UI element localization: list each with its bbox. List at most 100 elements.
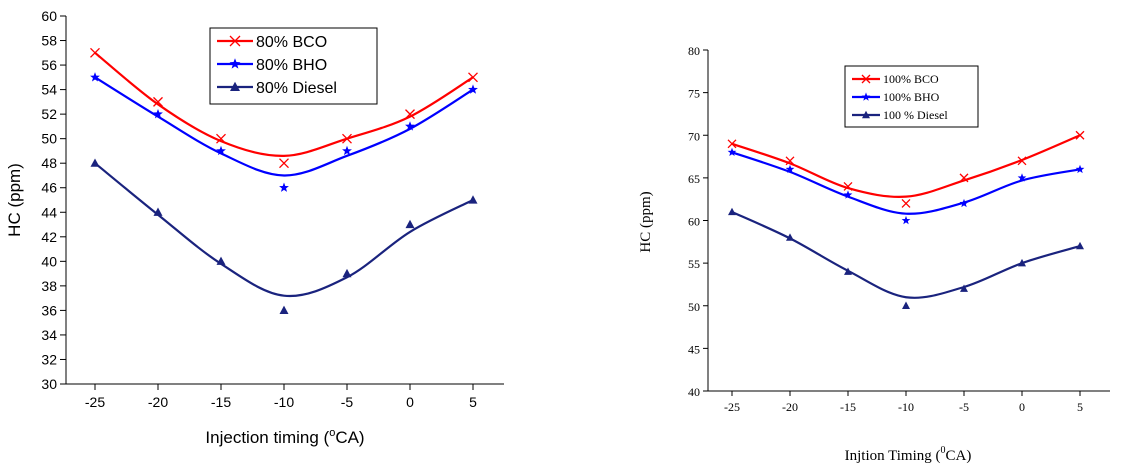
x-tick-label: -20 bbox=[148, 394, 168, 410]
x-axis-label-main: Injtion Timing ( bbox=[845, 448, 941, 464]
y-tick-label: 54 bbox=[41, 82, 57, 98]
data-point bbox=[90, 158, 100, 167]
data-point bbox=[279, 305, 289, 314]
y-tick-label: 70 bbox=[688, 129, 700, 143]
y-tick-label: 40 bbox=[41, 253, 57, 269]
series-line bbox=[94, 76, 474, 177]
legend-label: 80% Diesel bbox=[256, 80, 337, 97]
data-point bbox=[1017, 156, 1027, 166]
y-tick-label: 44 bbox=[41, 204, 57, 220]
data-point bbox=[90, 72, 100, 82]
data-point bbox=[843, 190, 853, 199]
data-point bbox=[901, 198, 911, 208]
data-point bbox=[844, 267, 852, 275]
series-3 bbox=[90, 158, 478, 314]
data-point bbox=[153, 207, 163, 216]
data-point bbox=[1075, 130, 1085, 140]
data-point bbox=[405, 121, 415, 131]
x-tick-label: 5 bbox=[1077, 400, 1083, 414]
x-tick-label: 0 bbox=[406, 394, 414, 410]
x-tick-label: -5 bbox=[341, 394, 354, 410]
y-tick-label: 30 bbox=[41, 376, 57, 392]
y-tick-label: 60 bbox=[688, 215, 700, 229]
data-point bbox=[216, 133, 226, 144]
y-tick-label: 38 bbox=[41, 278, 57, 294]
y-tick-label: 58 bbox=[41, 33, 57, 49]
x-tick-label: -20 bbox=[782, 400, 798, 414]
legend-marker bbox=[862, 110, 870, 119]
data-point bbox=[468, 195, 478, 204]
data-point bbox=[901, 215, 911, 225]
data-point bbox=[405, 109, 415, 120]
series-1 bbox=[727, 130, 1085, 208]
y-axis-label: HC (ppm) bbox=[5, 163, 24, 237]
x-tick-label: -15 bbox=[840, 400, 856, 414]
y-tick-label: 75 bbox=[688, 87, 700, 101]
data-point bbox=[342, 133, 352, 144]
x-axis-label-superscript: o bbox=[329, 427, 335, 439]
legend-label: 100% BCO bbox=[883, 72, 939, 86]
data-point bbox=[1018, 258, 1026, 267]
data-point bbox=[843, 181, 853, 191]
y-tick-label: 50 bbox=[41, 131, 57, 147]
legend-marker bbox=[861, 74, 871, 84]
data-point bbox=[959, 173, 969, 183]
data-point bbox=[216, 145, 226, 156]
y-tick-label: 80 bbox=[688, 44, 700, 58]
data-point bbox=[153, 108, 163, 119]
legend: 100% BCO 100% BHO 100 % Diesel bbox=[844, 65, 979, 128]
series-3 bbox=[728, 207, 1084, 309]
x-tick-label: -10 bbox=[274, 394, 294, 410]
legend-label: 100% BHO bbox=[883, 90, 940, 104]
series-line bbox=[94, 51, 474, 157]
x-axis-label-superscript: 0 bbox=[941, 445, 946, 456]
y-tick-label: 52 bbox=[41, 106, 57, 122]
data-point bbox=[468, 72, 478, 83]
series-line bbox=[731, 151, 1081, 215]
data-point bbox=[279, 182, 289, 192]
x-tick-label: 0 bbox=[1019, 400, 1025, 414]
data-point bbox=[405, 219, 415, 229]
legend-label: 80% BHO bbox=[256, 57, 327, 74]
data-point bbox=[342, 145, 352, 156]
series-1 bbox=[90, 47, 478, 169]
legend-label: 100 % Diesel bbox=[883, 108, 948, 122]
x-axis-label: Injection timing (oCA) bbox=[205, 427, 364, 447]
y-tick-label: 56 bbox=[41, 57, 57, 73]
data-point bbox=[727, 147, 737, 157]
data-point bbox=[960, 284, 968, 292]
data-point bbox=[727, 139, 737, 149]
legend-label: 80% BCO bbox=[256, 34, 327, 51]
data-point bbox=[279, 158, 289, 169]
data-point bbox=[785, 164, 795, 174]
data-point bbox=[728, 207, 736, 216]
y-tick-label: 50 bbox=[688, 300, 700, 314]
y-tick-label: 46 bbox=[41, 180, 57, 196]
chart-2: 40 45 50 55 60 65 70 75 80 -25 -20 -15 -10 -5 0 5 Injtio… bbox=[638, 44, 1110, 464]
x-axis-label-main: Injection timing ( bbox=[205, 428, 329, 447]
x-tick-label: -25 bbox=[724, 400, 740, 414]
y-tick-label: 42 bbox=[41, 229, 57, 245]
data-point bbox=[1076, 241, 1084, 250]
data-point bbox=[468, 84, 478, 94]
series-line bbox=[731, 210, 1081, 299]
series-2 bbox=[727, 147, 1085, 225]
x-axis-label: Injtion Timing (0CA) bbox=[845, 445, 972, 464]
data-point bbox=[1017, 173, 1027, 182]
data-point bbox=[785, 156, 795, 166]
x-tick-label: -25 bbox=[85, 394, 105, 410]
data-point bbox=[902, 301, 910, 309]
legend-marker bbox=[861, 92, 871, 101]
y-tick-label: 55 bbox=[688, 257, 700, 271]
x-axis-label-end: CA) bbox=[946, 448, 972, 464]
series-2 bbox=[90, 72, 478, 192]
data-point bbox=[153, 96, 163, 107]
legend-marker bbox=[230, 81, 240, 91]
y-tick-label: 48 bbox=[41, 155, 57, 171]
y-tick-label: 32 bbox=[41, 351, 57, 367]
y-tick-label: 45 bbox=[688, 342, 700, 356]
legend-marker bbox=[229, 35, 241, 47]
data-point bbox=[216, 256, 226, 265]
series-line bbox=[731, 134, 1081, 198]
